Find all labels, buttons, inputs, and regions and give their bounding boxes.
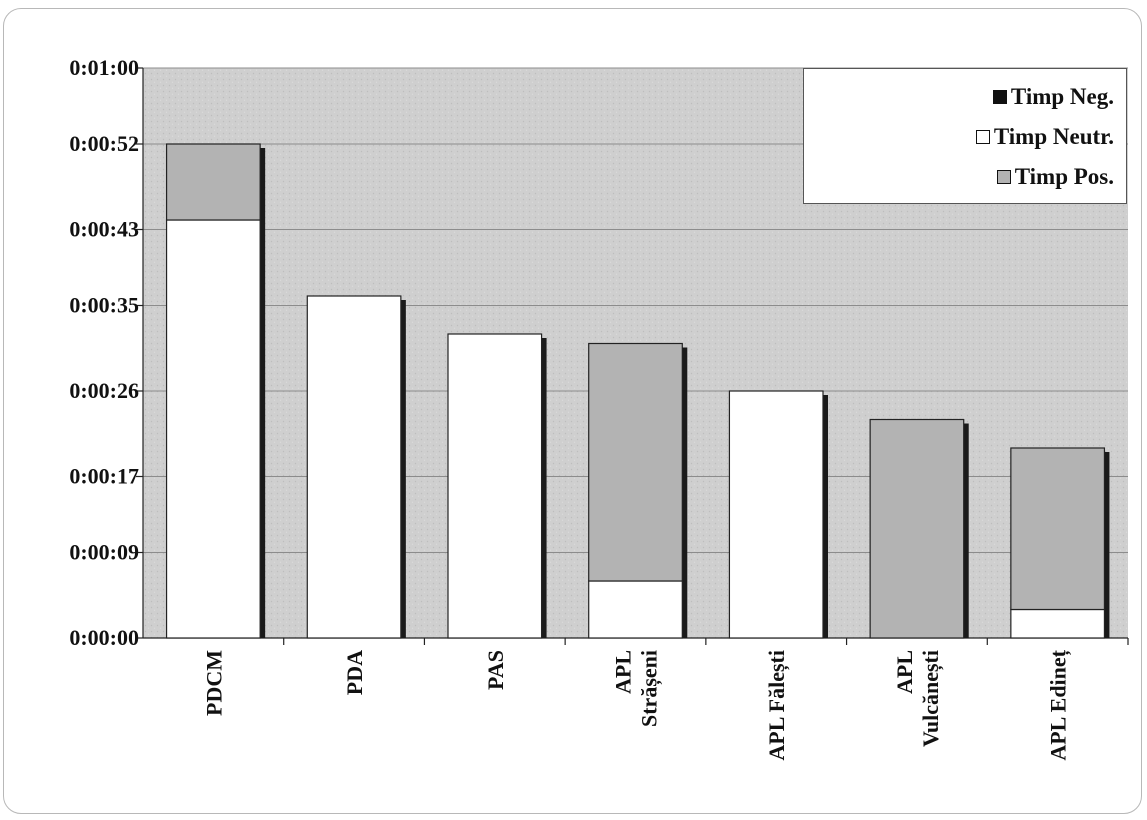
legend-label: Timp Neutr. [993, 124, 1114, 149]
legend-swatch [996, 170, 1011, 184]
legend: Timp Neg. Timp Neutr. Timp Pos. [803, 68, 1127, 204]
legend-label: Timp Neg. [1010, 84, 1114, 109]
bar-segment [1010, 608, 1106, 639]
labels: 0:00:00 0:00:09 0:00:17 0:00:26 0:00:35 0:00:… [69, 55, 1071, 761]
bar-segment [728, 390, 824, 639]
y-tick-label: 0:00:26 [69, 378, 139, 403]
y-tick-label: 0:00:17 [69, 464, 139, 489]
bar-segment [1010, 447, 1106, 611]
category-label: PDA [342, 650, 367, 695]
category-label: PAS [483, 650, 508, 690]
y-tick-label: 0:00:35 [69, 293, 139, 318]
y-tick-label: 0:00:09 [69, 540, 139, 565]
category-label: APL [611, 650, 636, 694]
y-tick-label: 0:00:00 [69, 625, 139, 650]
bars [165, 143, 1110, 639]
y-tick-label: 0:01:00 [69, 55, 139, 80]
bar-segment [165, 143, 261, 221]
bar-segment [588, 580, 683, 639]
legend-item: Timp Pos. [804, 157, 1114, 197]
y-tick-label: 0:00:52 [69, 131, 139, 156]
category-label: APL Edineț [1046, 649, 1072, 760]
legend-label: Timp Pos. [1014, 164, 1114, 189]
category-label: APL [892, 650, 917, 694]
category-label: APL Fălești [764, 650, 790, 761]
bar-segment [588, 342, 683, 582]
y-tick-label: 0:00:43 [69, 217, 139, 242]
bar-segment [869, 418, 965, 639]
bar-segment [447, 333, 543, 639]
category-label: Vulcănești [918, 650, 944, 747]
bar-segment [165, 219, 261, 639]
legend-item: Timp Neutr. [804, 117, 1114, 157]
bar-segment [306, 295, 402, 639]
legend-swatch [992, 90, 1007, 104]
legend-swatch [975, 130, 990, 144]
category-label: Strășeni [637, 650, 663, 727]
category-label: PDCM [201, 650, 226, 716]
legend-item: Timp Neg. [804, 77, 1114, 117]
